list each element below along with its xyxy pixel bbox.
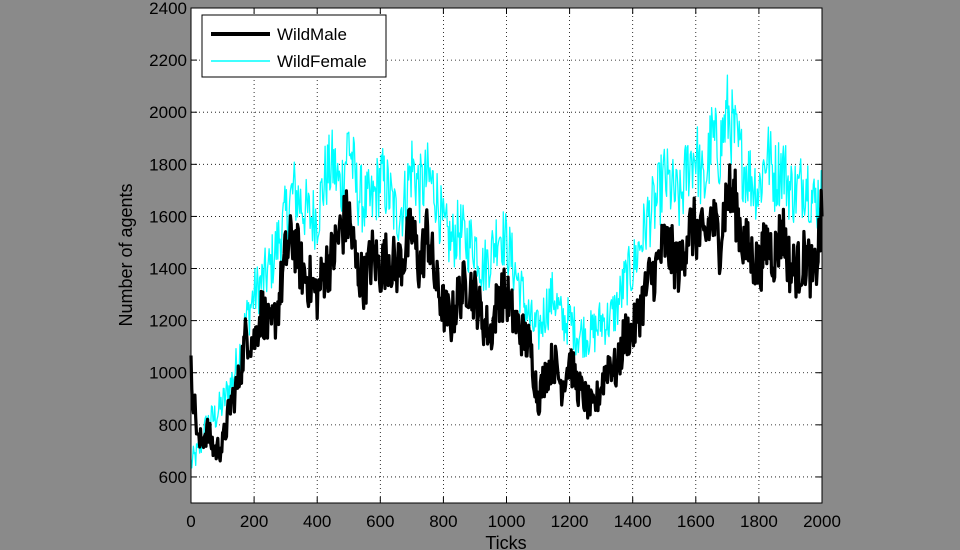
series-line-wildmale xyxy=(189,163,824,463)
x-tick-label-1000: 1000 xyxy=(488,512,526,531)
legend-label-wildfemale: WildFemale xyxy=(277,52,367,71)
y-tick-label-1600: 1600 xyxy=(149,207,187,226)
x-tick-label-200: 200 xyxy=(240,512,268,531)
series-line-wildfemale xyxy=(190,74,823,469)
series-layer xyxy=(189,74,824,469)
y-axis-label: Number of agents xyxy=(116,183,136,326)
y-tick-label-600: 600 xyxy=(159,468,187,487)
y-tick-label-2400: 2400 xyxy=(149,0,187,18)
y-tick-label-1200: 1200 xyxy=(149,312,187,331)
tick-marks xyxy=(190,7,823,503)
y-tick-label-2000: 2000 xyxy=(149,103,187,122)
x-tick-label-800: 800 xyxy=(429,512,457,531)
x-tick-labels: 0 200 400 600 800 1000 1200 1400 1600 1800 2000 xyxy=(186,512,841,531)
y-tick-label-1000: 1000 xyxy=(149,364,187,383)
x-tick-label-1400: 1400 xyxy=(614,512,652,531)
grid-lines xyxy=(191,8,822,503)
y-tick-label-800: 800 xyxy=(159,416,187,435)
x-tick-label-1600: 1600 xyxy=(677,512,715,531)
x-tick-label-0: 0 xyxy=(186,512,195,531)
x-tick-label-600: 600 xyxy=(366,512,394,531)
y-tick-labels: 600 800 1000 1200 1400 1600 1800 2000 2200 2400 xyxy=(149,0,187,487)
x-tick-label-1800: 1800 xyxy=(740,512,778,531)
x-axis-label: Ticks xyxy=(485,533,526,550)
y-tick-label-2200: 2200 xyxy=(149,51,187,70)
legend-label-wildmale: WildMale xyxy=(277,25,347,44)
y-tick-label-1400: 1400 xyxy=(149,260,187,279)
legend-box xyxy=(201,14,387,78)
x-tick-label-1200: 1200 xyxy=(551,512,589,531)
x-tick-label-400: 400 xyxy=(303,512,331,531)
legend: WildMale WildFemale xyxy=(201,14,387,78)
y-tick-label-1800: 1800 xyxy=(149,155,187,174)
x-tick-label-2000: 2000 xyxy=(803,512,841,531)
